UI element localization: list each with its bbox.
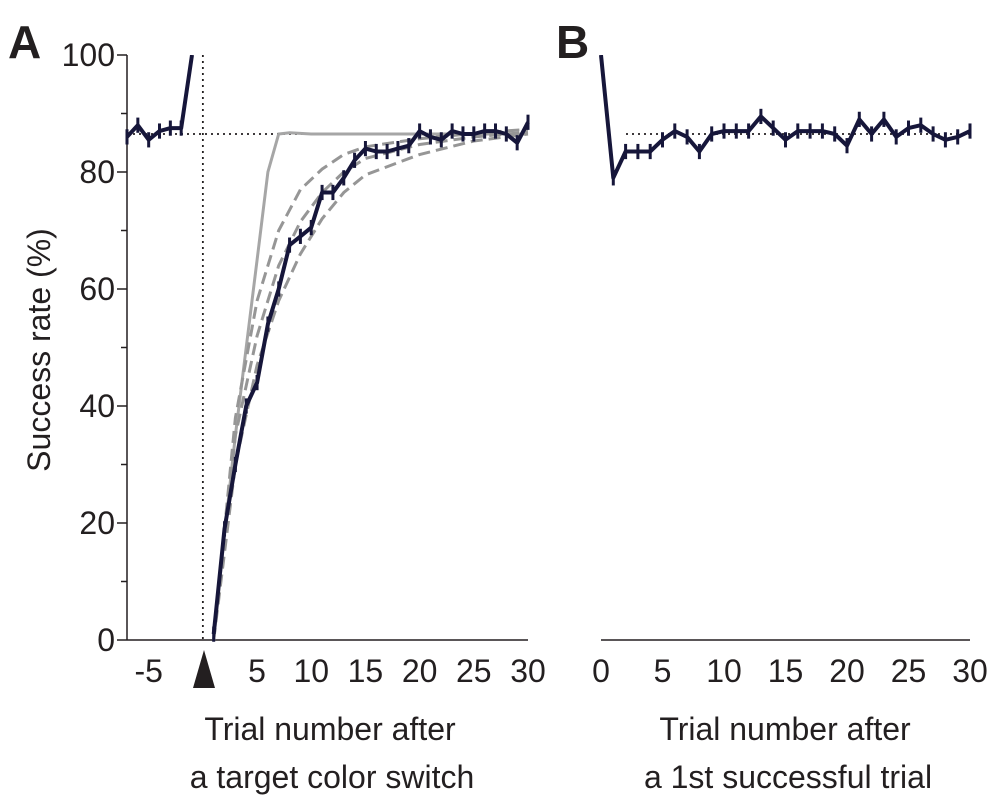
model-line-dashed [212, 132, 529, 641]
x-tick-label: 5 [654, 653, 672, 689]
y-tick-label: 80 [79, 154, 115, 190]
y-tick-label: 100 [62, 37, 115, 73]
x-tick-label: 15 [768, 653, 804, 689]
x-axis-title-a-line1: Trial number after [204, 711, 456, 747]
data-line [599, 55, 971, 180]
y-tick-label: 0 [97, 622, 115, 658]
y-tick-label: 60 [79, 271, 115, 307]
x-tick-label: 30 [510, 653, 546, 689]
x-axis-title-b-line1: Trial number after [659, 711, 911, 747]
x-tick-label: 30 [952, 653, 988, 689]
series-group [599, 55, 972, 186]
x-tick-label: 15 [348, 653, 384, 689]
x-tick-label: 25 [891, 653, 927, 689]
model-line-dashed [212, 130, 529, 641]
x-tick-label: 20 [402, 653, 438, 689]
model-line-dashed [212, 127, 529, 641]
data-line [211, 121, 530, 635]
panel-label-a: A [8, 16, 41, 68]
model-line-solid [212, 131, 528, 641]
switch-marker-icon [193, 650, 215, 688]
x-tick-label: -5 [134, 653, 162, 689]
y-tick-label: 20 [79, 505, 115, 541]
y-tick-label: 40 [79, 388, 115, 424]
x-tick-label: 5 [248, 653, 266, 689]
x-tick-label: 20 [829, 653, 865, 689]
x-tick-label: 10 [293, 653, 329, 689]
plot-area-b: 0 5 10 15 20 25 30 [592, 55, 988, 689]
x-axis-title-b-line2: a 1st successful trial [644, 759, 932, 795]
panel-label-b: B [556, 16, 589, 68]
x-tick-label: 10 [706, 653, 742, 689]
x-axis-title-a-line2: a target color switch [190, 759, 475, 795]
series-group [125, 55, 530, 642]
x-tick-label: 0 [592, 653, 610, 689]
x-tick-label: 25 [456, 653, 492, 689]
plot-area-a: -5 5 10 15 20 25 30 0 20 40 60 80 100 [62, 37, 546, 689]
y-axis-title: Success rate (%) [21, 228, 57, 472]
